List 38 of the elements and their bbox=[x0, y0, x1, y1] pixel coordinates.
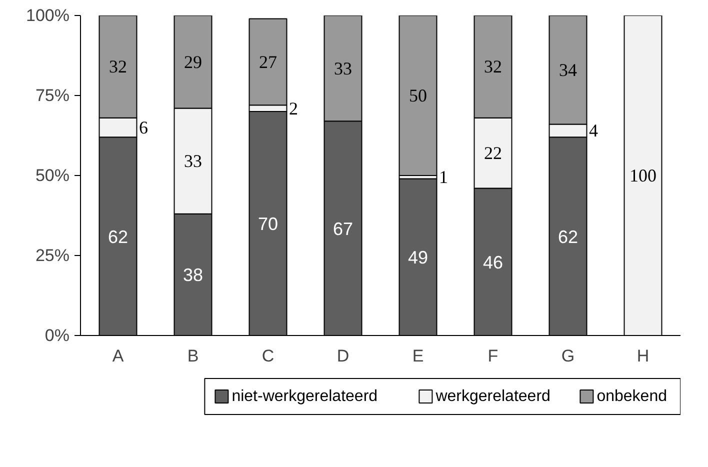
data-label: 6 bbox=[139, 118, 148, 138]
data-label: 62 bbox=[108, 226, 128, 247]
bar bbox=[398, 16, 438, 176]
y-tick-label: 75% bbox=[35, 86, 70, 105]
data-label: 29 bbox=[184, 52, 202, 72]
data-label: 27 bbox=[259, 52, 277, 72]
data-label: 32 bbox=[109, 56, 127, 77]
data-label: 33 bbox=[334, 58, 352, 78]
data-label: 2 bbox=[289, 98, 298, 118]
data-label: 50 bbox=[409, 86, 427, 106]
data-label: 4 bbox=[589, 120, 598, 141]
legend-label: niet-werkgerelateerd bbox=[232, 388, 378, 405]
data-label: 67 bbox=[332, 218, 354, 239]
data-label: 100 bbox=[630, 166, 656, 186]
legend-label: onbekend bbox=[596, 388, 667, 405]
data-label: 38 bbox=[182, 265, 204, 286]
x-tick-label: F bbox=[488, 346, 498, 366]
data-label: 32 bbox=[484, 56, 502, 77]
data-label: 22 bbox=[484, 143, 502, 164]
data-label: 70 bbox=[258, 214, 278, 234]
y-tick-label: 25% bbox=[35, 246, 70, 265]
x-tick-label: E bbox=[412, 346, 424, 366]
legend-label: werkgerelateerd bbox=[434, 388, 550, 405]
x-tick-label: H bbox=[636, 346, 650, 366]
x-tick-label: B bbox=[187, 346, 199, 366]
y-tick-label: 50% bbox=[35, 166, 70, 185]
data-label: 33 bbox=[184, 151, 202, 172]
data-label: 1 bbox=[439, 167, 448, 188]
data-label: 34 bbox=[559, 60, 577, 80]
y-tick-label: 100% bbox=[26, 6, 70, 25]
y-tick-label: 0% bbox=[44, 326, 70, 345]
data-label: 62 bbox=[558, 226, 578, 247]
x-tick-label: A bbox=[112, 346, 124, 366]
data-label: 46 bbox=[482, 252, 504, 272]
data-label: 49 bbox=[408, 248, 428, 268]
x-tick-label: D bbox=[336, 346, 350, 366]
x-tick-label: G bbox=[561, 346, 575, 366]
x-tick-label: C bbox=[262, 346, 274, 366]
